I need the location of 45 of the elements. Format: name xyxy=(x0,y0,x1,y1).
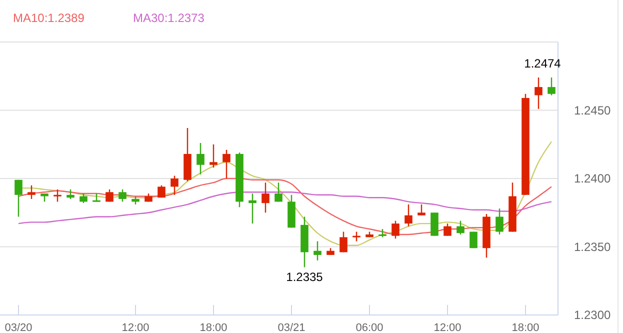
candlestick xyxy=(430,212,438,236)
candlestick xyxy=(222,149,230,180)
candlestick xyxy=(106,188,114,202)
candlestick xyxy=(118,188,126,202)
candlestick xyxy=(404,204,412,227)
candlestick xyxy=(248,192,256,224)
candlestick xyxy=(534,76,542,110)
x-tick-label: 18:00 xyxy=(512,322,540,333)
candlestick xyxy=(210,144,218,168)
candlestick xyxy=(14,179,22,218)
y-tick-label: 1.2400 xyxy=(574,172,612,186)
candlestick xyxy=(496,208,504,236)
x-tick-label: 03/21 xyxy=(278,322,306,333)
text: MA30:1.2373 xyxy=(133,11,205,25)
candlestick xyxy=(80,192,88,204)
x-tick-label: 12:00 xyxy=(122,322,150,333)
candlestick xyxy=(444,222,452,236)
annotation: 1.2335 xyxy=(286,270,324,284)
candlestick xyxy=(314,240,322,261)
candlestick xyxy=(456,220,464,236)
y-tick-label: 1.2300 xyxy=(574,308,612,322)
candlestick xyxy=(196,142,204,176)
line-series xyxy=(18,192,552,224)
candlestick xyxy=(262,182,270,214)
y-tick-label: 1.2450 xyxy=(574,103,612,118)
candlestick xyxy=(548,76,556,96)
candlestick xyxy=(170,175,178,196)
candlestick xyxy=(418,204,426,216)
annotation: 1.2474 xyxy=(524,56,562,70)
text: MA10:1.2389 xyxy=(13,11,85,25)
candlestick xyxy=(28,184,36,200)
candlestick xyxy=(66,188,74,200)
candlestick xyxy=(340,231,348,253)
line-series xyxy=(18,178,552,236)
candlestick xyxy=(352,231,360,242)
x-tick-label: 03/20 xyxy=(4,322,32,333)
x-tick-label: 12:00 xyxy=(434,322,462,333)
candlestick xyxy=(54,188,62,202)
x-tick-label: 06:00 xyxy=(356,322,384,333)
candlestick xyxy=(274,182,282,202)
y-tick-label: 1.2350 xyxy=(574,240,612,254)
candlestick xyxy=(470,231,478,249)
x-tick-label: 18:00 xyxy=(200,322,228,333)
candlestick xyxy=(158,184,166,198)
candlestick xyxy=(392,220,400,240)
